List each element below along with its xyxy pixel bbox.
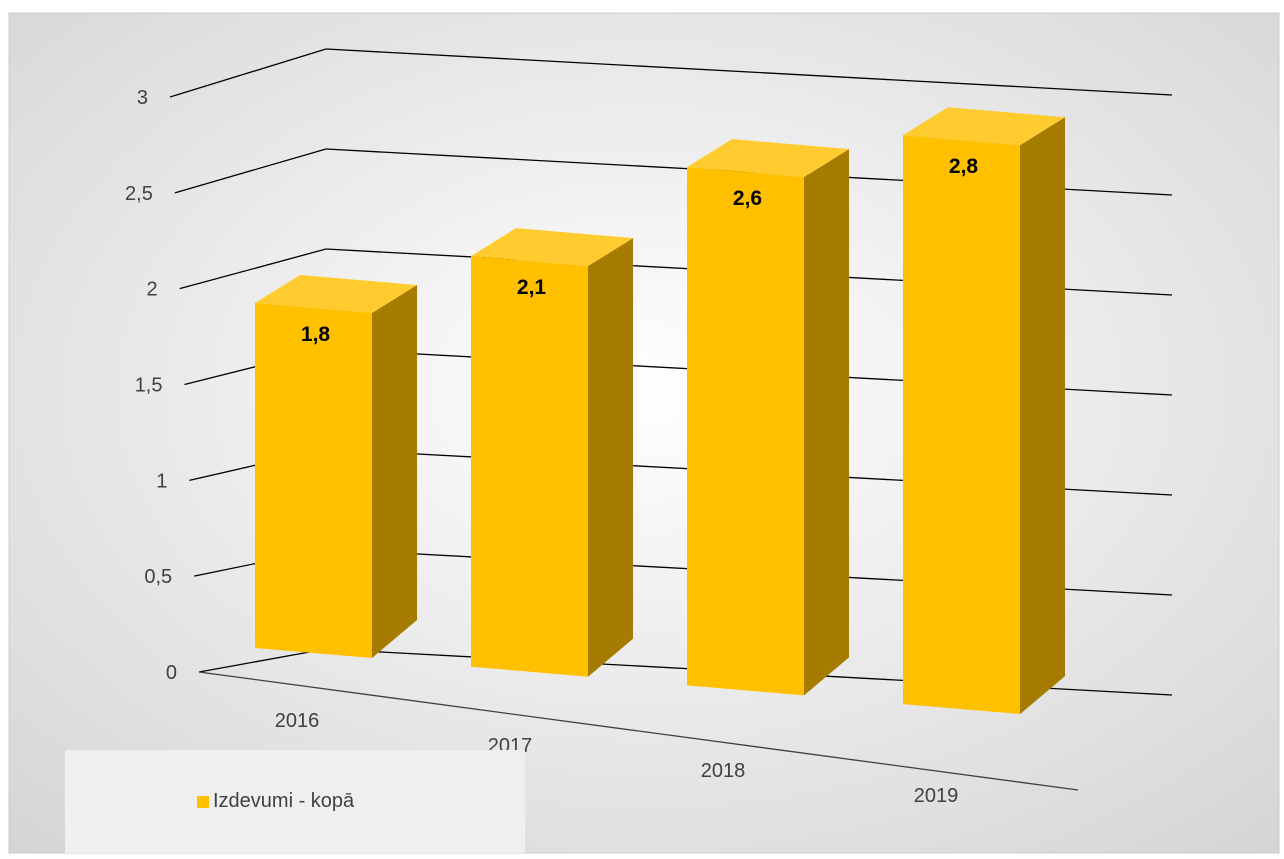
bar-side — [372, 285, 417, 658]
data-label: 2,1 — [517, 276, 547, 299]
data-label: 2,6 — [733, 187, 762, 210]
side-wall-line — [169, 48, 327, 98]
y-tick-label: 0 — [166, 662, 177, 684]
bars-layer — [255, 107, 1065, 715]
chart-background — [8, 12, 1280, 854]
bar-top — [471, 228, 633, 267]
y-tick-label: 2 — [147, 279, 158, 301]
bar — [903, 135, 1020, 715]
legend: Izdevumi - kopā — [65, 750, 525, 853]
bar-side — [804, 149, 849, 696]
bar-top — [255, 275, 417, 313]
side-wall-line — [179, 248, 327, 290]
bar-top — [687, 139, 849, 178]
axis-layer — [198, 671, 1079, 791]
bar — [687, 167, 804, 696]
bar — [255, 303, 372, 658]
y-tick-label: 0,5 — [144, 566, 172, 588]
legend-item: Izdevumi - kopā — [197, 790, 354, 813]
data-label: 2,8 — [949, 155, 979, 178]
x-axis-line — [198, 671, 1079, 791]
data-label: 1,8 — [301, 323, 331, 346]
bar-side — [1020, 117, 1065, 715]
x-tick-label: 2018 — [701, 760, 746, 782]
y-tick-label: 1,5 — [135, 375, 163, 397]
y-tick-label: 1 — [156, 470, 167, 492]
x-tick-label: 2016 — [275, 710, 320, 732]
legend-label: Izdevumi - kopā — [213, 790, 355, 812]
y-tick-label: 3 — [137, 87, 148, 109]
x-tick-label: 2019 — [914, 785, 959, 807]
legend-swatch — [197, 795, 209, 808]
side-wall-line — [198, 648, 327, 673]
y-tick-label: 2,5 — [125, 183, 153, 205]
bar-top — [903, 107, 1065, 146]
gridline — [325, 48, 1173, 96]
bar — [471, 256, 588, 677]
bar-side — [588, 238, 633, 677]
side-wall-line — [174, 148, 327, 194]
